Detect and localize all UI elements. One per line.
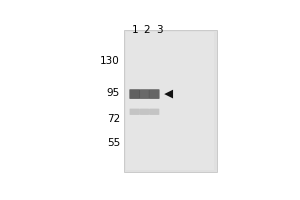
Text: 95: 95 — [107, 88, 120, 98]
FancyBboxPatch shape — [140, 109, 149, 115]
Text: 2: 2 — [143, 25, 150, 35]
FancyBboxPatch shape — [129, 89, 140, 99]
Text: 130: 130 — [100, 56, 120, 66]
FancyBboxPatch shape — [149, 89, 160, 99]
Text: 72: 72 — [107, 114, 120, 124]
Text: 3: 3 — [156, 25, 163, 35]
Bar — [126, 32, 214, 170]
Text: 55: 55 — [107, 138, 120, 148]
Text: 1: 1 — [132, 25, 139, 35]
FancyBboxPatch shape — [130, 109, 140, 115]
FancyBboxPatch shape — [149, 109, 159, 115]
FancyBboxPatch shape — [140, 89, 149, 99]
Polygon shape — [164, 90, 173, 98]
Bar — [124, 30, 217, 172]
